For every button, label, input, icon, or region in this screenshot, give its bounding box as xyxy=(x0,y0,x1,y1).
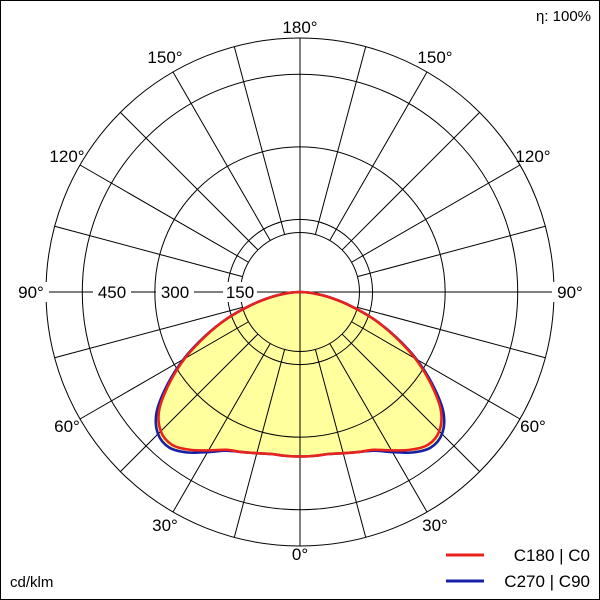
angle-label-90-right: 90° xyxy=(557,283,583,302)
angle-label-120-right: 120° xyxy=(515,147,550,166)
unit-label: cd/klm xyxy=(10,574,53,591)
grid-spoke-45 xyxy=(341,333,480,472)
angle-label-0: 0° xyxy=(292,545,308,564)
angle-label-bg-left xyxy=(13,282,49,302)
angle-label-60-left: 60° xyxy=(54,417,80,436)
angle-label-30-right: 30° xyxy=(422,516,448,535)
grid-spoke-300 xyxy=(79,321,249,420)
grid-spoke-315 xyxy=(120,333,259,472)
legend-label-c0: C180 | C0 xyxy=(514,546,590,565)
distribution-curves xyxy=(154,290,446,458)
grid-spoke-60 xyxy=(351,321,521,420)
angle-label-150-right: 150° xyxy=(417,48,452,67)
grid-spoke-210 xyxy=(172,71,271,241)
radial-tick-label-450: 450 xyxy=(98,283,126,302)
grid-spoke-105 xyxy=(357,225,546,278)
radial-tick-label-300: 300 xyxy=(161,283,189,302)
angle-label-60-right: 60° xyxy=(520,417,546,436)
angle-label-bg-right xyxy=(552,282,588,302)
grid-spoke-150 xyxy=(329,71,428,241)
angle-label-150-left: 150° xyxy=(147,48,182,67)
tick-label-bg-0 xyxy=(223,282,257,302)
grid-spoke-15 xyxy=(314,349,367,538)
efficiency-label: η: 100% xyxy=(536,8,591,25)
polar-grid xyxy=(13,37,588,547)
tick-label-bg-2 xyxy=(93,282,131,302)
grid-spoke-165 xyxy=(314,46,367,235)
angle-label-30-left: 30° xyxy=(152,516,178,535)
angle-label-90-left: 90° xyxy=(18,283,44,302)
angle-label-180: 180° xyxy=(282,18,317,37)
legend-label-c90: C270 | C90 xyxy=(504,572,590,591)
grid-spoke-195 xyxy=(233,46,286,235)
grid-spoke-225 xyxy=(120,112,259,251)
grid-spoke-285 xyxy=(54,306,243,359)
tick-label-bg-1 xyxy=(156,282,194,302)
angle-label-120-left: 120° xyxy=(49,147,84,166)
grid-spoke-135 xyxy=(341,112,480,251)
series-c180-c0-curve xyxy=(157,290,443,458)
grid-spoke-30 xyxy=(329,343,428,513)
grid-spoke-240 xyxy=(79,164,249,263)
grid-spoke-255 xyxy=(54,225,243,278)
grid-spoke-345 xyxy=(233,349,286,538)
radial-tick-label-150: 150 xyxy=(226,283,254,302)
grid-spoke-330 xyxy=(172,343,271,513)
grid-spoke-75 xyxy=(357,306,546,359)
grid-spoke-120 xyxy=(351,164,521,263)
